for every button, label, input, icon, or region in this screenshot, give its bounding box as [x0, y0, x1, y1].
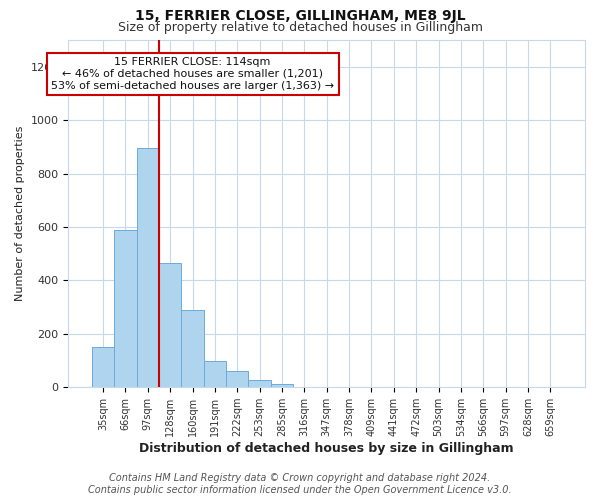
Bar: [159, 263, 181, 387]
Bar: [137, 148, 159, 387]
Text: 15, FERRIER CLOSE, GILLINGHAM, ME8 9JL: 15, FERRIER CLOSE, GILLINGHAM, ME8 9JL: [134, 9, 466, 23]
Bar: [92, 347, 114, 387]
Text: Contains HM Land Registry data © Crown copyright and database right 2024.
Contai: Contains HM Land Registry data © Crown c…: [88, 474, 512, 495]
Text: Size of property relative to detached houses in Gillingham: Size of property relative to detached ho…: [118, 21, 482, 34]
Bar: [204, 360, 226, 387]
Bar: [114, 230, 137, 387]
Text: 15 FERRIER CLOSE: 114sqm
← 46% of detached houses are smaller (1,201)
53% of sem: 15 FERRIER CLOSE: 114sqm ← 46% of detach…: [51, 58, 334, 90]
Bar: [181, 310, 204, 387]
X-axis label: Distribution of detached houses by size in Gillingham: Distribution of detached houses by size …: [139, 442, 514, 455]
Bar: [248, 380, 271, 387]
Y-axis label: Number of detached properties: Number of detached properties: [15, 126, 25, 302]
Bar: [271, 384, 293, 387]
Bar: [226, 371, 248, 387]
